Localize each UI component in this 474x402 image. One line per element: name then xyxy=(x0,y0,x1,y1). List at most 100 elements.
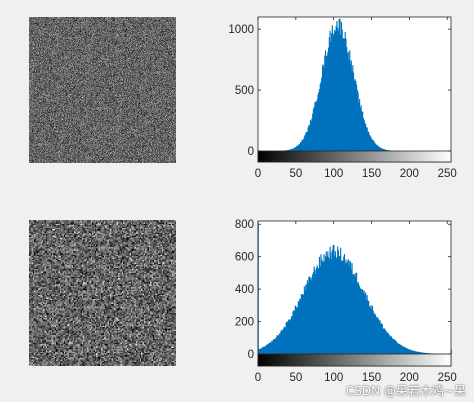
histogram-bar xyxy=(293,310,295,354)
histogram-bar xyxy=(281,329,283,354)
histogram-bar xyxy=(395,341,397,354)
histogram-bar xyxy=(407,348,409,354)
histogram-bar xyxy=(423,352,425,354)
histogram-bar xyxy=(420,352,422,354)
histogram-bar xyxy=(416,351,418,354)
histogram-bar xyxy=(354,79,356,151)
histogram-bar xyxy=(389,335,391,354)
histogram-bar xyxy=(302,294,304,354)
histogram-bar xyxy=(419,352,421,354)
histogram-bar xyxy=(345,38,347,151)
x-tick-label: 50 xyxy=(289,168,302,180)
histogram-bar xyxy=(373,141,375,151)
histogram-bar xyxy=(294,305,296,354)
histogram-bar xyxy=(292,148,294,151)
histogram-bar xyxy=(321,77,323,151)
histogram-bar xyxy=(346,53,349,151)
histogram-bar xyxy=(300,142,302,151)
histogram-bar xyxy=(384,328,386,354)
histogram-bar xyxy=(359,288,361,354)
histogram-bar xyxy=(336,257,338,354)
histogram-bar xyxy=(273,339,275,354)
histogram-bar xyxy=(313,266,315,354)
histogram-bar xyxy=(296,308,298,354)
histogram-bar xyxy=(418,352,420,354)
histogram-bar xyxy=(321,65,324,151)
histogram-bar xyxy=(358,284,360,354)
y-tick-label: 600 xyxy=(235,252,254,264)
histogram-bottom: 0 200 400 600 800 0 50 100 150 200 250 xyxy=(235,219,457,384)
histogram-bar xyxy=(290,316,293,354)
histogram-bar xyxy=(325,251,327,354)
histogram-bar xyxy=(327,52,329,152)
histogram-bar xyxy=(324,261,326,354)
histogram-bar xyxy=(408,349,410,354)
histogram-bar xyxy=(364,294,366,354)
histogram-bar xyxy=(314,269,316,354)
histogram-bar xyxy=(278,333,280,354)
histogram-bar xyxy=(363,120,365,151)
histogram-bar xyxy=(349,50,351,151)
histogram-bar xyxy=(384,149,386,151)
histogram-bar xyxy=(315,101,317,151)
histogram-bar xyxy=(365,124,367,151)
histogram-bar xyxy=(297,301,299,354)
histogram-bar xyxy=(387,332,389,354)
histogram-bar xyxy=(307,127,309,151)
histogram-bar xyxy=(280,331,282,354)
x-tick-label: 50 xyxy=(289,372,302,384)
histogram-bar xyxy=(384,329,386,354)
histogram-bar xyxy=(329,30,331,151)
histogram-bar xyxy=(316,265,318,354)
histogram-bar xyxy=(366,295,368,354)
histogram-bar xyxy=(342,39,344,151)
x-tick-label: 150 xyxy=(362,372,381,384)
histogram-bar xyxy=(366,127,368,151)
histogram-bar xyxy=(405,347,408,354)
histogram-bar xyxy=(370,305,372,354)
histogram-bar xyxy=(287,319,290,354)
histogram-bar xyxy=(335,258,337,354)
histogram-bar xyxy=(394,339,396,354)
histogram-bar xyxy=(415,351,417,354)
histogram-bar xyxy=(286,321,288,354)
histogram-bar xyxy=(348,266,350,354)
histogram-bar xyxy=(402,346,405,354)
histogram-bar xyxy=(377,317,379,354)
histogram-bar xyxy=(383,328,385,354)
y-tick-label: 500 xyxy=(235,85,254,97)
histogram-bar xyxy=(291,148,293,151)
histogram-bar xyxy=(347,51,349,151)
histogram-bar xyxy=(278,335,280,354)
histogram-bar xyxy=(287,150,289,151)
histogram-bar xyxy=(342,260,344,354)
histogram-bar xyxy=(392,338,394,354)
histogram-bar xyxy=(343,38,346,152)
histogram-bar xyxy=(364,122,366,151)
histogram-bar xyxy=(259,348,261,354)
histogram-bar xyxy=(404,347,406,354)
histogram-bar xyxy=(312,272,315,354)
histogram-bar xyxy=(379,320,381,354)
histogram-bar xyxy=(374,313,376,354)
histogram-bar xyxy=(287,321,289,354)
histogram-bar xyxy=(298,144,300,151)
histogram-bar xyxy=(328,257,330,354)
histogram-bar xyxy=(424,352,427,354)
histogram-bar xyxy=(309,120,312,151)
histogram-bar xyxy=(331,249,333,354)
histogram-bar xyxy=(367,301,369,354)
histogram-bar xyxy=(329,246,331,354)
histogram-bar xyxy=(365,292,367,354)
histogram-bar xyxy=(288,320,290,354)
histogram-bar xyxy=(369,307,371,354)
histogram-bar xyxy=(330,252,332,354)
histogram-bar xyxy=(390,336,392,354)
x-tick-label: 150 xyxy=(362,168,381,180)
histogram-bar xyxy=(346,263,348,354)
histogram-bar xyxy=(339,18,341,151)
y-tick-label: 0 xyxy=(248,349,254,361)
histogram-bar xyxy=(318,92,320,151)
histogram-bar xyxy=(340,247,342,354)
